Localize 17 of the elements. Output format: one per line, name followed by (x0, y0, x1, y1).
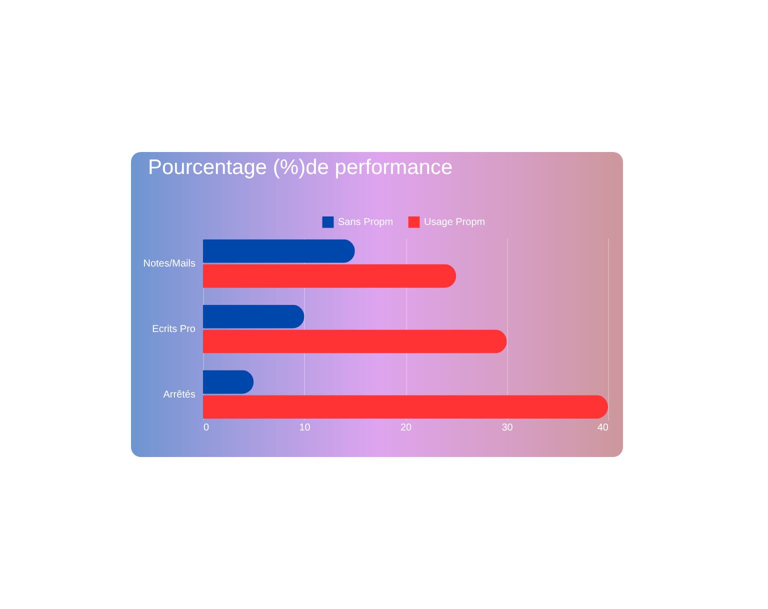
bar (203, 370, 254, 394)
chart-title: Pourcentage (%)de performance (148, 156, 453, 179)
legend-label: Usage Propm (424, 217, 486, 228)
x-tick-label: 30 (502, 422, 514, 434)
y-tick-label: Notes/Mails (143, 258, 196, 270)
legend-label: Sans Propm (338, 217, 394, 228)
x-tick-label: 0 (204, 422, 210, 434)
bar (203, 395, 608, 419)
bar (203, 264, 456, 288)
y-tick-label: Ecrits Pro (152, 324, 196, 335)
y-tick-label: Arrêtés (163, 389, 196, 400)
x-tick-label: 10 (299, 422, 311, 434)
x-tick-label: 20 (400, 422, 412, 434)
bar (203, 304, 304, 328)
bar (203, 239, 355, 263)
bar (203, 330, 507, 354)
x-tick-label: 40 (597, 422, 609, 434)
